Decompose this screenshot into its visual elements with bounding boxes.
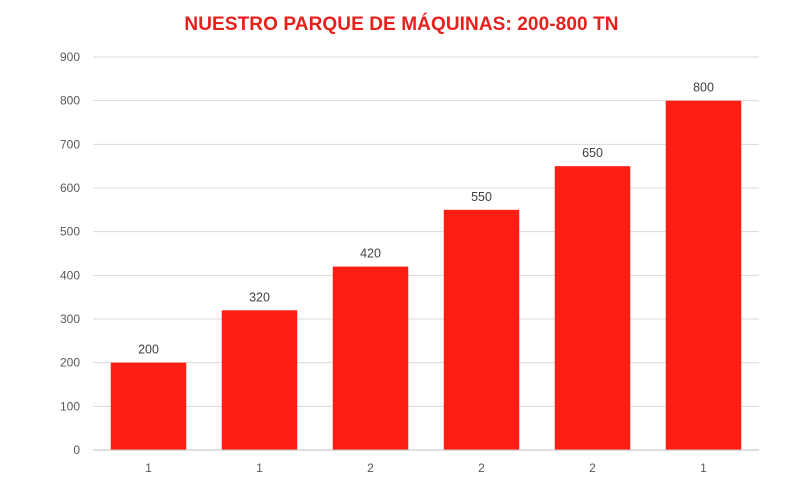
data-label: 650: [582, 146, 603, 160]
y-tick-label: 100: [60, 399, 80, 413]
x-tick-label: 2: [589, 461, 596, 475]
x-tick-label: 1: [256, 461, 263, 475]
x-tick-label: 1: [700, 461, 707, 475]
bar: [221, 310, 298, 450]
x-tick-label: 2: [478, 461, 485, 475]
y-tick-label: 200: [60, 356, 80, 370]
y-tick-label: 700: [60, 137, 80, 151]
chart-title: NUESTRO PARQUE DE MÁQUINAS: 200-800 TN: [184, 14, 619, 35]
bar: [332, 266, 409, 450]
x-tick-label: 1: [145, 461, 152, 475]
y-tick-label: 500: [60, 225, 80, 239]
bar: [443, 209, 520, 450]
bar: [665, 100, 742, 451]
bar: [554, 166, 631, 450]
data-label: 800: [693, 81, 714, 95]
data-label: 550: [471, 190, 492, 204]
x-tick-label: 2: [367, 461, 374, 475]
bar: [110, 362, 187, 450]
data-label: 420: [360, 247, 381, 261]
y-tick-label: 600: [60, 181, 80, 195]
y-tick-label: 400: [60, 268, 80, 282]
y-tick-label: 900: [60, 50, 80, 64]
data-label: 320: [249, 290, 270, 304]
data-label: 200: [138, 343, 159, 357]
y-tick-label: 300: [60, 312, 80, 326]
y-tick-label: 800: [60, 94, 80, 108]
y-tick-label: 0: [73, 443, 80, 457]
